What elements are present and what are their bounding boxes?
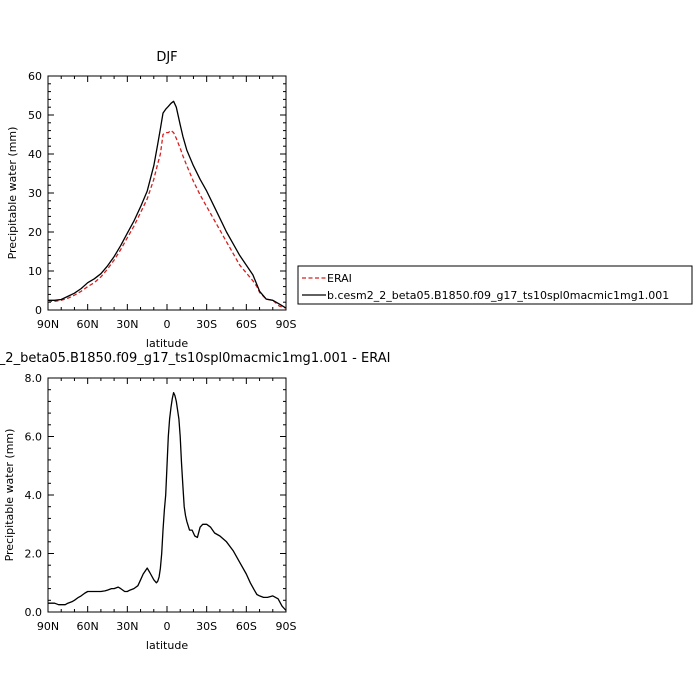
bottom-y-axis-label: Precipitable water (mm) bbox=[3, 429, 16, 562]
bottom-x-tick-label: 90S bbox=[276, 620, 297, 633]
bottom-chart-title: b.cesm2_2_beta05.B1850.f09_g17_ts10spl0m… bbox=[0, 351, 390, 366]
bottom-plot-area: 90N 60N 30N 0 30S 60S 90S 0.0 2.0 4.0 6.0 8.0 bbox=[25, 372, 297, 633]
top-series-line-1 bbox=[48, 129, 287, 309]
bottom-y-tick-label: 6.0 bbox=[25, 431, 43, 444]
top-y-tick-label: 10 bbox=[28, 265, 42, 278]
top-y-tick-label: 60 bbox=[28, 70, 42, 83]
top-x-tick-label: 30S bbox=[196, 318, 217, 331]
top-x-tick-label: 60S bbox=[236, 318, 257, 331]
legend-model-label: b.cesm2_2_beta05.B1850.f09_g17_ts10spl0m… bbox=[327, 289, 669, 302]
bottom-x-tick-label: 60S bbox=[236, 620, 257, 633]
bottom-x-axis-label: latitude bbox=[146, 639, 188, 652]
top-y-tick-label: 40 bbox=[28, 148, 42, 161]
top-x-tick-label: 90N bbox=[37, 318, 59, 331]
bottom-series-line-1 bbox=[48, 391, 287, 611]
bottom-x-tick-label: 0 bbox=[164, 620, 171, 633]
bottom-y-tick-label: 0.0 bbox=[25, 606, 43, 619]
bottom-y-tick-label: 8.0 bbox=[25, 372, 43, 385]
top-plot-area: 90N 60N 30N 0 30S 60S 90S 0 10 20 30 40 50 60 bbox=[28, 70, 297, 331]
legend-erai-label: ERAI bbox=[327, 272, 352, 285]
top-x-axis-label: latitude bbox=[146, 337, 188, 350]
top-y-tick-label: 0 bbox=[35, 304, 42, 317]
top-chart-title: DJF bbox=[156, 50, 177, 65]
bottom-y-tick-label: 4.0 bbox=[25, 489, 43, 502]
top-x-tick-label: 90S bbox=[276, 318, 297, 331]
top-x-tick-label: 0 bbox=[164, 318, 171, 331]
top-x-tick-label: 60N bbox=[77, 318, 99, 331]
top-series-line-2 bbox=[48, 100, 287, 309]
top-panel: DJF 90N 60N 30N 0 30S 60S 90S 0 10 20 30 40 50 60 lat… bbox=[6, 50, 693, 350]
bottom-x-tick-label: 90N bbox=[37, 620, 59, 633]
top-y-tick-label: 50 bbox=[28, 109, 42, 122]
top-x-tick-label: 30N bbox=[116, 318, 138, 331]
bottom-panel: b.cesm2_2_beta05.B1850.f09_g17_ts10spl0m… bbox=[0, 351, 390, 652]
bottom-x-tick-label: 30S bbox=[196, 620, 217, 633]
legend-box bbox=[297, 265, 693, 305]
bottom-x-tick-label: 30N bbox=[116, 620, 138, 633]
top-y-tick-label: 30 bbox=[28, 187, 42, 200]
legend: ERAI b.cesm2_2_beta05.B1850.f09_g17_ts10… bbox=[297, 265, 693, 305]
bottom-x-tick-label: 60N bbox=[77, 620, 99, 633]
bottom-y-tick-label: 2.0 bbox=[25, 548, 43, 561]
top-y-axis-label: Precipitable water (mm) bbox=[6, 127, 19, 260]
top-y-tick-label: 20 bbox=[28, 226, 42, 239]
